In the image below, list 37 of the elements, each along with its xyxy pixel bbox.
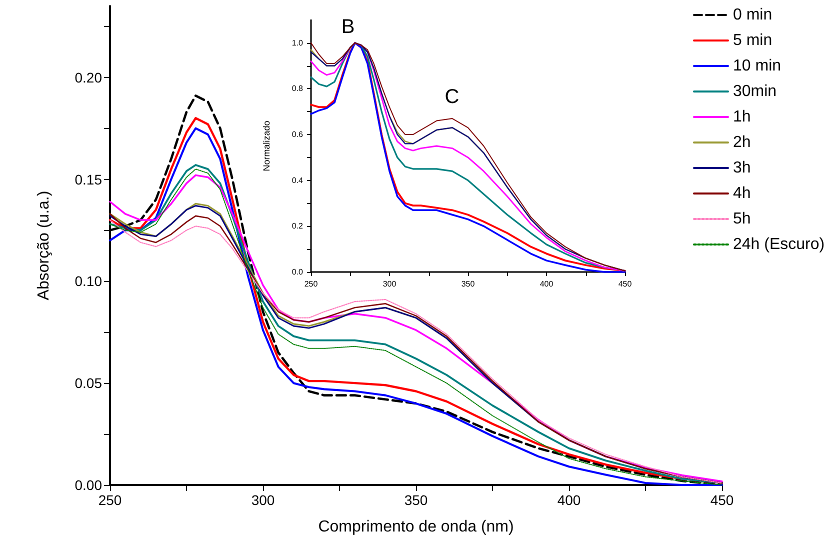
y-tick-label: 0.8 xyxy=(292,84,304,94)
x-axis-title: Comprimento de onda (nm) xyxy=(318,518,514,536)
legend-label: 0 min xyxy=(733,6,772,24)
x-tick-label: 450 xyxy=(710,492,734,508)
legend-label: 3h xyxy=(733,160,751,176)
x-tick-label: 450 xyxy=(618,280,632,288)
legend-label: 10 min xyxy=(733,58,782,74)
y-tick-label: 0.20 xyxy=(74,69,102,86)
legend-label: 2h xyxy=(733,134,751,151)
y-tick-label: 0.2 xyxy=(292,222,304,231)
x-tick-label: 400 xyxy=(557,492,581,508)
x-tick-label: 400 xyxy=(540,280,554,288)
annotation: B xyxy=(341,16,355,38)
x-tick-label: 350 xyxy=(404,492,428,508)
legend-label: 5 min xyxy=(733,32,772,49)
y-axis-title: Normalizado xyxy=(262,120,272,172)
y-tick-label: 0.6 xyxy=(292,130,304,140)
annotation: C xyxy=(444,86,460,108)
x-tick-label: 300 xyxy=(251,492,275,508)
y-tick-label: 0.15 xyxy=(74,171,102,188)
legend-label: 30min xyxy=(733,83,777,100)
x-tick-label: 250 xyxy=(304,280,318,288)
x-tick-label: 300 xyxy=(382,280,397,288)
legend-label: 1h xyxy=(733,108,751,126)
legend-label: 4h xyxy=(733,185,751,202)
x-tick-label: 250 xyxy=(98,492,122,508)
y-axis-title: Absorção (u.a.) xyxy=(36,190,52,300)
y-tick-label: 0.05 xyxy=(74,375,102,392)
y-tick-label: 1.0 xyxy=(292,38,304,48)
y-tick-label: 0.10 xyxy=(74,273,102,290)
y-tick-label: 0.00 xyxy=(74,477,102,493)
x-tick-label: 350 xyxy=(461,280,476,288)
line-series xyxy=(109,202,607,458)
legend-label: 5h xyxy=(733,210,751,228)
legend-label: 24h (Escuro) xyxy=(733,236,825,253)
y-tick-label: 0.0 xyxy=(292,268,304,276)
y-tick-label: 0.4 xyxy=(292,176,304,185)
